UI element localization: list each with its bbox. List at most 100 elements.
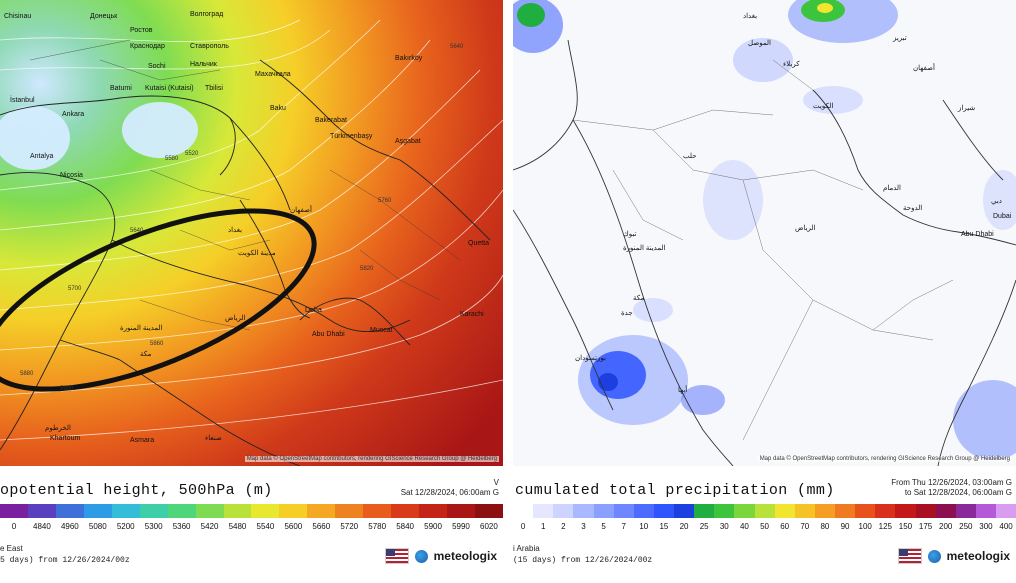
chart-title: opotential height, 500hPa (m) [0, 482, 273, 499]
color-scale-tick: 125 [878, 522, 892, 531]
us-flag-icon [384, 548, 409, 564]
color-scale-tick: 2 [561, 522, 566, 531]
map-label: Ставрополь [190, 43, 229, 50]
color-scale-tick: 5480 [228, 522, 247, 531]
map-label: المدينة المنورة [120, 324, 163, 332]
color-scale-tick: 3 [581, 522, 586, 531]
period-line2: to Sat 12/28/2024, 06:00am G [904, 488, 1012, 497]
color-scale-tick: 25 [699, 522, 709, 531]
color-scale-swatch [363, 504, 392, 518]
low-center-east [122, 102, 198, 158]
chart-title: cumulated total precipitation (mm) [515, 482, 835, 499]
map-label: Нальчик [190, 61, 218, 68]
color-scale-swatch [55, 504, 84, 518]
valid-time-line1: V [493, 478, 499, 487]
color-scale-tick: 5080 [88, 522, 107, 531]
color-scale-swatch [593, 504, 614, 518]
map-label: Muscat [370, 327, 393, 334]
us-flag-icon [897, 548, 922, 564]
map-label: Asmara [130, 437, 154, 444]
color-scale-swatch [855, 504, 876, 518]
map-label: بغداد [228, 226, 242, 234]
color-scale-swatch [447, 504, 475, 518]
contour-value: 5700 [68, 286, 82, 292]
color-scale-swatch [694, 504, 715, 518]
brand-name: meteologix [433, 549, 497, 563]
color-scale-swatch [335, 504, 364, 518]
brand-block[interactable]: meteologix [897, 548, 1010, 564]
map-label: الخرطوم [45, 424, 71, 432]
color-scale-tick: 5 [601, 522, 606, 531]
map-label: الموصل [748, 39, 771, 47]
map-label: بورتسودان [575, 354, 606, 362]
period-line1: From Thu 12/26/2024, 03:00am G [891, 478, 1012, 487]
map-attribution: Map data © OpenStreetMap contributors, r… [244, 456, 499, 462]
map-label: Türkmenbaşy [330, 133, 373, 140]
valid-time-line2: Sat 12/28/2024, 06:00am G [400, 488, 499, 497]
map-label: تبوك [623, 230, 636, 238]
color-scale-swatch [474, 504, 503, 518]
map-label: أبها [678, 384, 687, 394]
color-scale-tick: 300 [979, 522, 993, 531]
color-scale [0, 504, 503, 518]
map-label: Волгоград [190, 11, 223, 18]
map-label: Bakerabat [315, 117, 347, 124]
color-scale-swatch [195, 504, 224, 518]
color-scale-tick: 5420 [200, 522, 219, 531]
map-label: Antalya [30, 153, 53, 160]
color-scale-swatch [251, 504, 280, 518]
contour-value: 5760 [378, 198, 392, 204]
geopotential-map[interactable]: Chisinau Донецьк Волгоград Ростов Красно… [0, 0, 503, 466]
map-label: Baku [270, 105, 286, 112]
map-label: أصفهان [913, 62, 935, 72]
color-scale-swatch [139, 504, 168, 518]
map-label: الدمام [883, 184, 901, 192]
contour-value: 5820 [360, 266, 374, 272]
color-scale-swatch [895, 504, 916, 518]
color-scale-tick: 200 [939, 522, 953, 531]
color-scale-tick: 5660 [312, 522, 331, 531]
color-scale-swatch [553, 504, 574, 518]
map-label: Kutaisi (Kutaisi) [145, 85, 194, 92]
color-scale-swatch [419, 504, 447, 518]
color-scale-swatch [996, 504, 1016, 518]
color-scale-swatch [875, 504, 896, 518]
color-scale-tick: 5540 [256, 522, 275, 531]
color-scale-tick: 10 [639, 522, 649, 531]
map-label: Bakırköy [395, 55, 423, 62]
precipitation-map[interactable]: بغداد تبريز أصفهان شيراز الكويت حلب تبوك… [513, 0, 1016, 466]
brand-block[interactable]: meteologix [384, 548, 497, 564]
map-label: Tbilisi [205, 85, 223, 92]
color-scale-swatch [754, 504, 775, 518]
meteologix-logo-icon [927, 549, 941, 563]
map-label: تبريز [892, 35, 907, 42]
low-center-west [0, 106, 70, 170]
color-scale-swatch [533, 504, 554, 518]
highlight-ellipse [0, 208, 317, 392]
map-label: أصفهان [290, 204, 312, 214]
map-label: دبي [991, 198, 1002, 205]
map-label: Abu Dhabi [961, 231, 994, 238]
map-labels: بغداد تبريز أصفهان شيراز الكويت حلب تبوك… [575, 12, 1012, 394]
color-scale-ticks: 0 4840 4960 5080 5200 5300 5360 5420 5480 5540 560… [0, 522, 503, 534]
region-label: e East [0, 544, 23, 553]
map-label: Khartoum [50, 435, 81, 442]
map-label: Ankara [62, 111, 84, 118]
contour-value: 5520 [185, 151, 199, 157]
height-contours [0, 19, 503, 441]
map-label: İstanbul [10, 95, 35, 104]
map-attribution: Map data © OpenStreetMap contributors, r… [757, 456, 1012, 462]
color-scale-swatch [794, 504, 815, 518]
color-scale-tick: 30 [719, 522, 729, 531]
contour-value: 5860 [150, 341, 164, 347]
map-label: Dubai [993, 213, 1012, 220]
map-label: الدوحة [903, 204, 922, 212]
map-label: Ростов [130, 27, 153, 34]
color-scale-swatch [513, 504, 534, 518]
color-scale-tick: 80 [820, 522, 830, 531]
color-scale-tick: 40 [739, 522, 749, 531]
map-label: Sochi [148, 63, 166, 70]
map-label: مكة [140, 350, 152, 358]
map-label: Quetta [468, 240, 489, 247]
color-scale-swatch [955, 504, 976, 518]
